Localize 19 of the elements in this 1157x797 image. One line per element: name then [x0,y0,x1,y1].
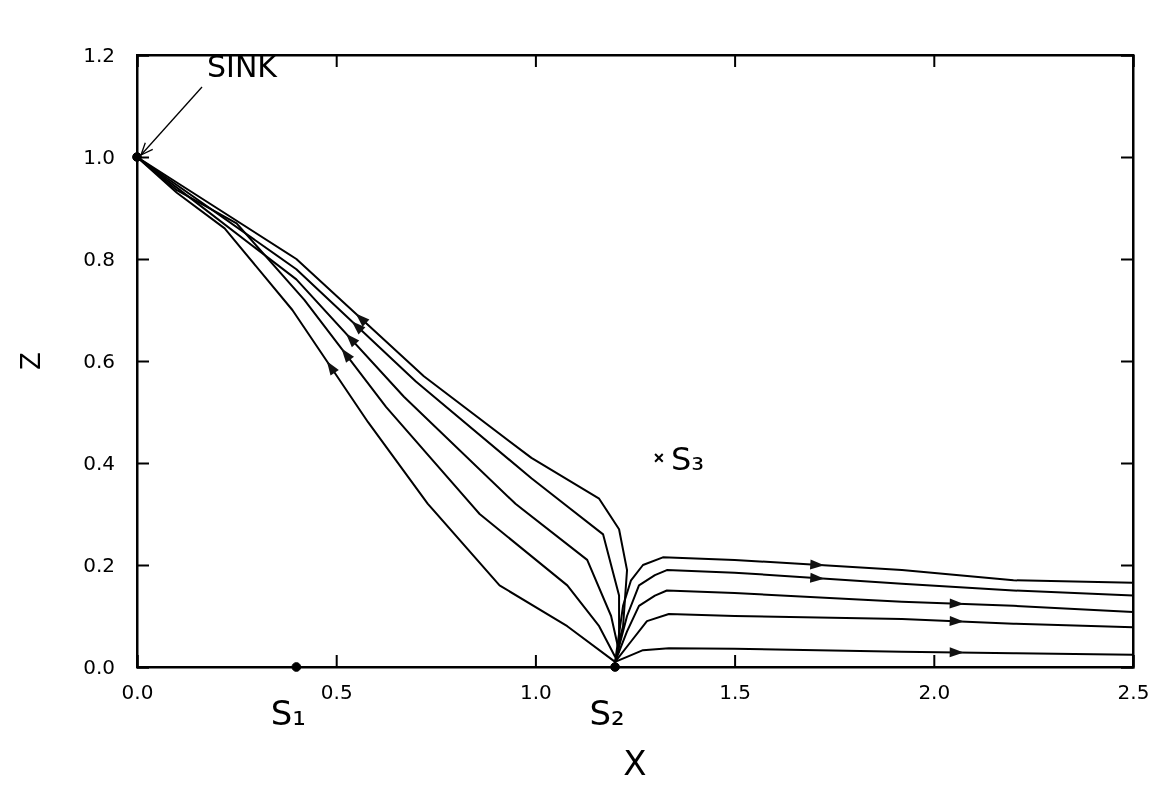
annotation: S₁ [270,693,306,733]
x-axis-title: X [623,743,647,783]
y-tick-label: 0.2 [83,552,115,577]
annotation: S₂ [589,693,625,733]
y-axis-title: Z [16,352,46,370]
x-tick-label: 1.5 [719,680,752,705]
x-tick-label: 1.0 [519,680,552,705]
x-tick-label: 0.5 [320,680,353,705]
x-tick-label: 2.5 [1117,680,1150,705]
y-tick-label: 0.6 [83,348,115,373]
annotation: S₃ [670,439,705,478]
x-tick-label: 2.0 [918,680,951,705]
x-tick-label: 0.0 [121,680,154,705]
y-tick-label: 0.4 [83,450,115,475]
annotation: SINK [207,49,279,84]
y-tick-label: 1.0 [83,144,115,169]
y-tick-label: 1.2 [83,42,115,67]
y-tick-label: 0.8 [83,246,115,271]
y-tick-label: 0.0 [83,654,115,679]
